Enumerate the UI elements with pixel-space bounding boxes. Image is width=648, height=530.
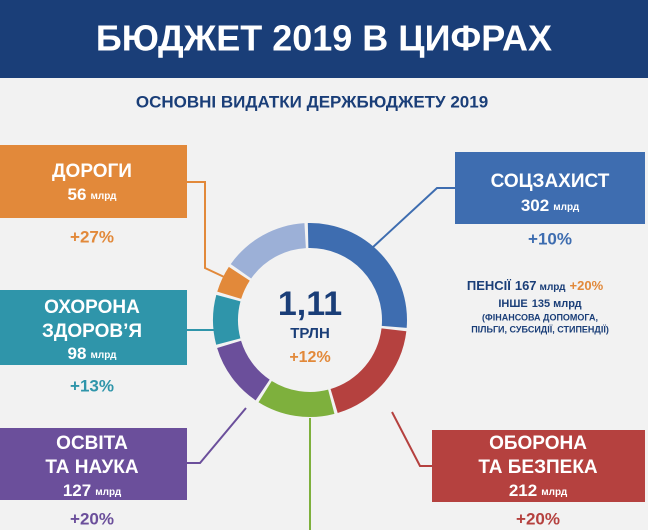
breakdown-value: 167 <box>515 278 537 293</box>
value-number: 98 <box>68 344 87 363</box>
category-name: СОЦЗАХИСТ <box>491 171 610 192</box>
value-unit: млрд <box>90 350 117 361</box>
category-box <box>0 290 187 365</box>
category-value: 98 млрд <box>68 344 118 363</box>
value-number: 127 <box>63 481 91 500</box>
value-unit: млрд <box>541 487 568 498</box>
category-value: 56 млрд <box>68 185 118 204</box>
connector <box>391 411 432 467</box>
breakdown-change: +20% <box>570 278 604 293</box>
donut-segment <box>217 266 250 299</box>
donut-segment <box>307 222 407 328</box>
change-label: +13% <box>70 376 114 395</box>
category-box <box>455 152 645 224</box>
value-number: 302 <box>521 196 549 215</box>
connector <box>371 187 455 249</box>
breakdown-name: ІНШЕ <box>498 298 527 310</box>
total-unit: ТРЛН <box>290 325 330 342</box>
category-box <box>0 428 187 500</box>
header-band <box>0 0 648 78</box>
change-label: +10% <box>528 229 572 248</box>
change-label: +20% <box>516 509 560 528</box>
breakdown-unit: млрд <box>540 282 567 293</box>
breakdown-value: 135 <box>532 298 550 310</box>
value-number: 56 <box>68 185 87 204</box>
breakdown-line: ПЕНСІЇ 167 млрд +20% <box>467 278 604 293</box>
value-unit: млрд <box>90 191 117 202</box>
category-value: 302 млрд <box>521 196 580 215</box>
value-number: 212 <box>509 481 537 500</box>
total-change: +12% <box>289 349 330 366</box>
category-value: 212 млрд <box>509 481 568 500</box>
donut-segment <box>258 381 335 417</box>
chart-title: ОСНОВНІ ВИДАТКИ ДЕРЖБЮДЖЕТУ 2019 <box>136 92 488 111</box>
page-title: БЮДЖЕТ 2019 В ЦИФРАХ <box>96 18 552 59</box>
breakdown-unit: млрд <box>553 298 582 310</box>
value-unit: млрд <box>553 202 580 213</box>
category-name: ДОРОГИ <box>52 161 132 182</box>
value-unit: млрд <box>95 487 122 498</box>
change-label: +20% <box>70 509 114 528</box>
donut-segment <box>230 223 306 279</box>
breakdown-note: (ФІНАНСОВА ДОПОМОГА, <box>482 312 598 322</box>
breakdown-line: ІНШЕ 135 млрд <box>498 298 581 310</box>
total-value: 1,11 <box>278 285 342 323</box>
category-box <box>0 145 187 218</box>
category-name: ОСВІТА ТА НАУКА <box>45 433 139 478</box>
connector <box>187 407 247 464</box>
category-value: 127 млрд <box>63 481 122 500</box>
donut-segment <box>212 294 241 345</box>
category-name: ОХОРОНА ЗДОРОВ’Я <box>42 297 142 342</box>
donut-segment <box>217 340 270 401</box>
donut-segment <box>330 328 407 413</box>
connector <box>187 181 238 284</box>
breakdown-note: ПІЛЬГИ, СУБСИДІЇ, СТИПЕНДІЇ) <box>471 324 609 334</box>
change-label: +27% <box>70 227 114 246</box>
category-box <box>432 430 645 502</box>
category-name: ОБОРОНА ТА БЕЗПЕКА <box>478 433 598 478</box>
breakdown-name: ПЕНСІЇ <box>467 278 511 293</box>
